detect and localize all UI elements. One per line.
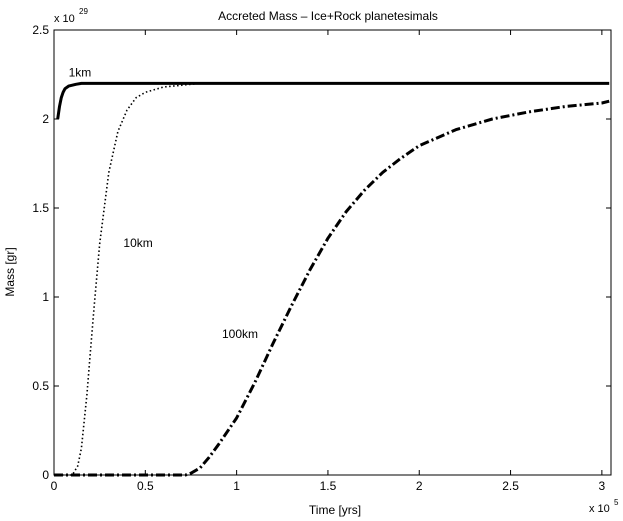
x-tick-label: 2 — [416, 479, 423, 493]
x-axis-ticks: 0 0.5 1 1.5 2 2.5 3 — [51, 30, 606, 493]
chart-title: Accreted Mass – Ice+Rock planetesimals — [218, 9, 438, 23]
x-multiplier-base: x 10 — [589, 503, 610, 515]
x-multiplier-exponent: 5 — [614, 498, 619, 507]
y-tick-label: 2 — [42, 112, 49, 126]
y-tick-label: 1.5 — [32, 201, 49, 215]
annotations: 1km 10km 100km — [69, 65, 258, 341]
y-axis-ticks: 0 0.5 1 1.5 2 2.5 — [32, 23, 611, 482]
x-tick-label: 0 — [51, 479, 58, 493]
x-tick-label: 1.5 — [320, 479, 337, 493]
y-tick-label: 2.5 — [32, 23, 49, 37]
x-multiplier: x 10 5 — [589, 498, 619, 515]
annotation-10km: 10km — [123, 236, 152, 250]
x-tick-label: 0.5 — [137, 479, 154, 493]
y-multiplier-exponent: 29 — [79, 7, 88, 16]
x-tick-label: 3 — [599, 479, 606, 493]
x-tick-label: 1 — [233, 479, 240, 493]
y-multiplier: x 10 29 — [54, 7, 88, 25]
series-line-100km — [54, 99, 610, 477]
plot-frame — [53, 29, 612, 476]
y-tick-label: 1 — [42, 290, 49, 304]
x-tick-label: 2.5 — [502, 479, 519, 493]
series-line-1km — [56, 81, 610, 120]
x-axis-label: Time [yrs] — [309, 503, 361, 517]
y-tick-label: 0 — [42, 468, 49, 482]
y-axis-label: Mass [gr] — [3, 247, 17, 296]
series-lines — [54, 81, 610, 477]
annotation-100km: 100km — [222, 327, 258, 341]
y-multiplier-base: x 10 — [54, 13, 75, 25]
annotation-1km: 1km — [69, 65, 92, 79]
y-tick-label: 0.5 — [32, 379, 49, 393]
